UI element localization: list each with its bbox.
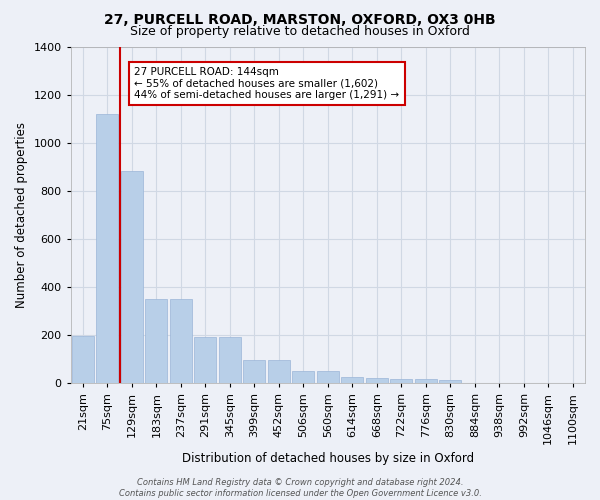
Text: 27, PURCELL ROAD, MARSTON, OXFORD, OX3 0HB: 27, PURCELL ROAD, MARSTON, OXFORD, OX3 0… (104, 12, 496, 26)
Bar (194, 337, 217, 383)
Bar (341, 377, 364, 383)
Bar (415, 379, 437, 383)
Bar (268, 360, 290, 383)
Text: 27 PURCELL ROAD: 144sqm
← 55% of detached houses are smaller (1,602)
44% of semi: 27 PURCELL ROAD: 144sqm ← 55% of detache… (134, 67, 400, 100)
Bar (292, 371, 314, 383)
Text: Contains HM Land Registry data © Crown copyright and database right 2024.
Contai: Contains HM Land Registry data © Crown c… (119, 478, 481, 498)
Bar (170, 298, 192, 383)
Bar (244, 360, 265, 383)
Bar (391, 379, 412, 383)
Y-axis label: Number of detached properties: Number of detached properties (15, 122, 28, 308)
Bar (97, 114, 118, 383)
X-axis label: Distribution of detached houses by size in Oxford: Distribution of detached houses by size … (182, 452, 474, 465)
Bar (219, 337, 241, 383)
Bar (72, 336, 94, 383)
Bar (366, 378, 388, 383)
Bar (317, 371, 339, 383)
Bar (121, 172, 143, 383)
Text: Size of property relative to detached houses in Oxford: Size of property relative to detached ho… (130, 25, 470, 38)
Bar (439, 380, 461, 383)
Bar (145, 298, 167, 383)
